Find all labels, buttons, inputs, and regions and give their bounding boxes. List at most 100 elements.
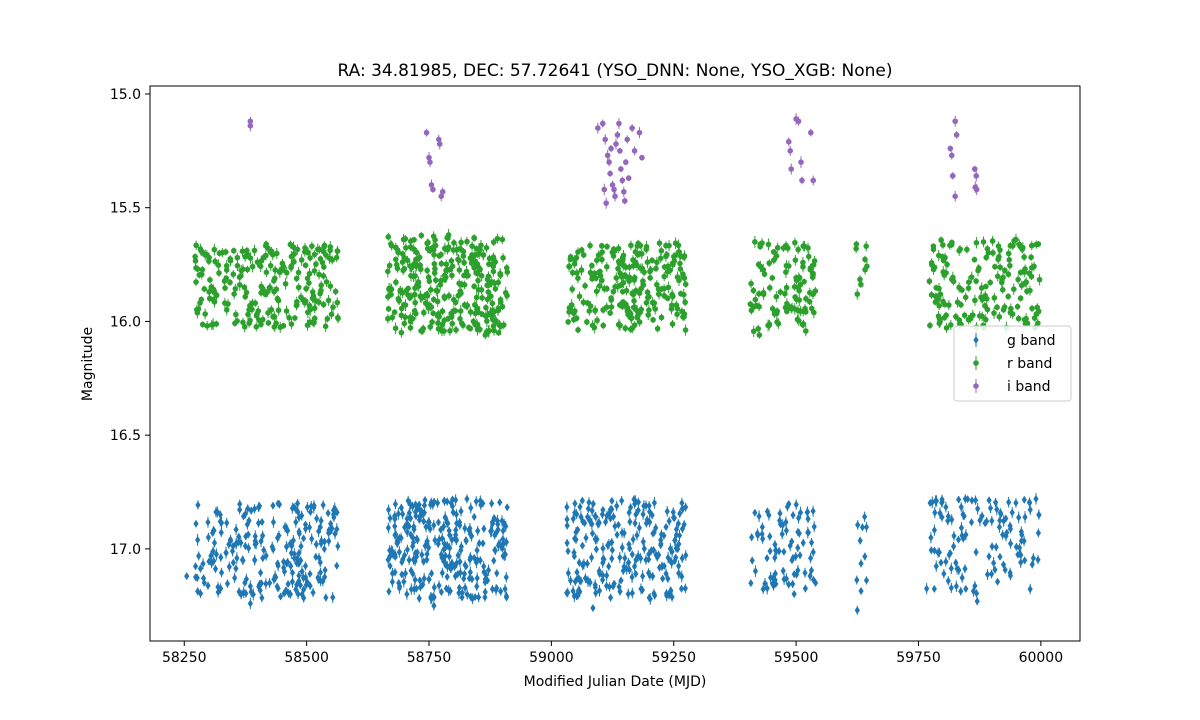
data-point	[670, 261, 676, 268]
data-point	[651, 498, 657, 507]
data-point	[609, 554, 615, 563]
data-point	[1019, 530, 1025, 539]
data-point	[324, 315, 331, 322]
data-point	[408, 566, 414, 575]
data-point	[863, 243, 869, 249]
data-point	[476, 539, 482, 548]
data-point	[458, 239, 464, 246]
data-point	[192, 562, 199, 571]
data-point	[234, 262, 241, 269]
data-point	[468, 503, 474, 512]
data-point	[439, 188, 446, 195]
data-point	[998, 279, 1005, 286]
data-point	[795, 543, 801, 552]
data-point	[1024, 288, 1030, 295]
data-point	[385, 505, 392, 514]
data-point	[564, 503, 570, 512]
data-point	[451, 240, 457, 246]
data-point	[609, 496, 615, 505]
data-point	[863, 523, 870, 532]
data-point	[1027, 498, 1033, 507]
data-point	[417, 293, 424, 300]
data-point	[564, 515, 570, 524]
data-point	[626, 508, 632, 517]
data-point	[579, 541, 586, 550]
data-point	[334, 525, 340, 534]
data-point	[776, 547, 782, 556]
data-point	[794, 316, 801, 323]
x-axis-label: Modified Julian Date (MJD)	[524, 674, 707, 690]
data-point	[334, 299, 341, 306]
data-point	[773, 547, 779, 556]
data-point	[424, 291, 430, 298]
data-point	[402, 236, 409, 242]
data-point	[211, 246, 218, 253]
data-point	[604, 243, 610, 250]
data-point	[603, 581, 610, 590]
data-point	[438, 525, 444, 534]
data-point	[474, 556, 481, 565]
data-point	[311, 268, 318, 274]
data-point	[637, 309, 643, 316]
data-point	[806, 298, 813, 305]
data-point	[651, 589, 657, 598]
data-point	[797, 551, 803, 560]
data-point	[631, 298, 637, 304]
data-point	[389, 547, 396, 556]
legend-box	[953, 325, 1072, 402]
data-point	[432, 265, 438, 272]
data-point	[295, 269, 302, 276]
data-point	[997, 552, 1003, 561]
data-point	[600, 322, 607, 329]
data-point	[927, 322, 933, 329]
data-point	[462, 583, 468, 592]
data-point	[811, 309, 817, 316]
data-point	[453, 496, 459, 505]
data-point	[295, 590, 301, 599]
data-point	[569, 286, 576, 293]
data-point	[244, 266, 251, 273]
data-point	[439, 321, 446, 328]
data-point	[1003, 514, 1009, 523]
data-point	[473, 497, 479, 506]
data-point	[446, 531, 453, 540]
data-point	[485, 566, 492, 575]
data-point	[226, 540, 232, 549]
data-point	[483, 244, 490, 251]
data-point	[586, 498, 592, 507]
data-point	[658, 539, 664, 548]
data-point	[575, 525, 581, 534]
data-point	[476, 251, 482, 257]
data-point	[458, 507, 464, 516]
data-point	[853, 245, 859, 252]
data-point	[193, 279, 199, 285]
data-point	[620, 566, 626, 575]
data-point	[644, 515, 650, 524]
data-point	[204, 251, 210, 258]
data-point	[307, 255, 313, 261]
data-point	[795, 513, 802, 522]
data-point	[488, 279, 495, 285]
data-point	[458, 546, 464, 555]
data-point	[385, 315, 391, 322]
data-point	[184, 572, 190, 581]
data-point	[577, 502, 583, 511]
data-point	[217, 510, 223, 519]
data-point	[800, 308, 807, 315]
data-point	[802, 568, 808, 577]
data-point	[948, 583, 954, 592]
data-point	[638, 554, 644, 563]
data-point	[1005, 293, 1012, 300]
data-point	[611, 186, 617, 193]
data-point	[227, 279, 233, 286]
data-point	[1018, 536, 1025, 545]
data-point	[274, 582, 280, 591]
data-point	[462, 560, 468, 569]
data-point	[202, 311, 208, 317]
data-point	[643, 555, 649, 564]
data-point	[296, 529, 302, 538]
data-point	[281, 563, 287, 572]
data-point	[201, 286, 208, 292]
data-point	[496, 322, 503, 328]
data-point	[422, 496, 428, 505]
